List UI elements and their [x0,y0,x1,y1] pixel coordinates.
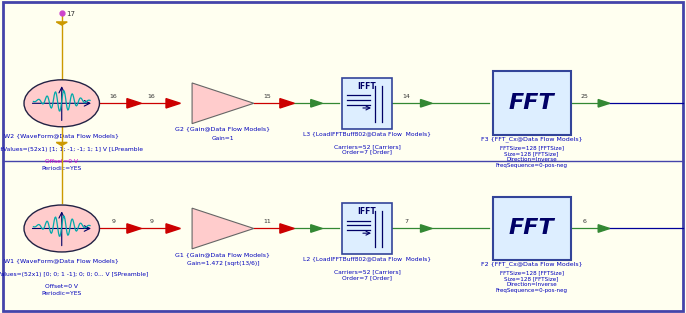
Text: 15: 15 [263,94,271,99]
Polygon shape [166,99,180,108]
Text: Periodic=YES: Periodic=YES [42,166,82,171]
Text: FFTSize=128 [FFTSize]
Size=128 [FFTSize]
Direction=Inverse
FreqSequence=0-pos-ne: FFTSize=128 [FFTSize] Size=128 [FFTSize]… [496,271,567,293]
Polygon shape [127,224,141,233]
Polygon shape [280,224,294,233]
Polygon shape [192,208,254,249]
Text: G2 {Gain@Data Flow Models}: G2 {Gain@Data Flow Models} [176,127,270,132]
Text: FFT: FFT [509,218,554,239]
Polygon shape [56,22,67,25]
Polygon shape [56,142,67,146]
Polygon shape [311,100,322,107]
Text: L2 {LoadIFFTBuff802@Data Flow  Models}: L2 {LoadIFFTBuff802@Data Flow Models} [303,257,431,262]
Text: ExplicitValues=(52x1) [1; 1; -1; -1; 1; 1] V [LPreamble: ExplicitValues=(52x1) [1; 1; -1; -1; 1; … [0,147,143,152]
Text: L3 {LoadIFFTBuff802@Data Flow  Models}: L3 {LoadIFFTBuff802@Data Flow Models} [303,131,431,136]
Text: W2 {WaveForm@Data Flow Models}: W2 {WaveForm@Data Flow Models} [4,133,119,138]
Text: G1 {Gain@Data Flow Models}: G1 {Gain@Data Flow Models} [176,252,270,257]
Text: Gain=1: Gain=1 [212,136,234,141]
Text: 6: 6 [582,219,586,224]
FancyBboxPatch shape [342,78,392,129]
Polygon shape [421,100,432,107]
Ellipse shape [24,80,99,127]
Text: Offset=0 V: Offset=0 V [45,159,78,164]
Text: IFFT: IFFT [357,82,377,91]
Text: F3 {FFT_Cx@Data Flow Models}: F3 {FFT_Cx@Data Flow Models} [481,136,582,142]
Text: FFTSize=128 [FFTSize]
Size=128 [FFTSize]
Direction=Inverse
FreqSequence=0-pos-ne: FFTSize=128 [FFTSize] Size=128 [FFTSize]… [496,146,567,168]
Text: ExplicitValues=(52x1) [0; 0; 1 -1]; 0; 0; 0... V [SPreamble]: ExplicitValues=(52x1) [0; 0; 1 -1]; 0; 0… [0,272,148,277]
Text: 17: 17 [66,11,75,17]
Text: Offset=0 V: Offset=0 V [45,284,78,289]
Text: Carriers=52 [Carriers]
Order=7 [Order]: Carriers=52 [Carriers] Order=7 [Order] [333,144,401,155]
Text: 16: 16 [109,94,117,99]
Text: FFT: FFT [509,93,554,113]
Text: Carriers=52 [Carriers]
Order=7 [Order]: Carriers=52 [Carriers] Order=7 [Order] [333,269,401,280]
FancyBboxPatch shape [342,203,392,254]
Text: 7: 7 [404,219,408,224]
Text: Periodic=YES: Periodic=YES [42,291,82,296]
Text: Gain=1.472 [sqrt(13/6)]: Gain=1.472 [sqrt(13/6)] [187,261,259,266]
Text: 9: 9 [150,219,154,224]
Polygon shape [127,99,141,108]
Text: 11: 11 [263,219,271,224]
Text: 9: 9 [111,219,115,224]
Polygon shape [311,225,322,232]
Polygon shape [192,83,254,124]
Text: 25: 25 [580,94,588,99]
Text: IFFT: IFFT [357,207,377,216]
Text: W1 {WaveForm@Data Flow Models}: W1 {WaveForm@Data Flow Models} [4,258,119,263]
Text: 14: 14 [402,94,410,99]
Polygon shape [280,99,294,108]
Text: F2 {FFT_Cx@Data Flow Models}: F2 {FFT_Cx@Data Flow Models} [481,261,582,267]
Polygon shape [166,224,180,233]
Polygon shape [421,225,432,232]
FancyBboxPatch shape [493,197,571,260]
FancyBboxPatch shape [493,71,571,135]
Polygon shape [598,100,610,107]
Ellipse shape [24,205,99,252]
Text: 16: 16 [147,94,156,99]
Polygon shape [598,225,610,232]
